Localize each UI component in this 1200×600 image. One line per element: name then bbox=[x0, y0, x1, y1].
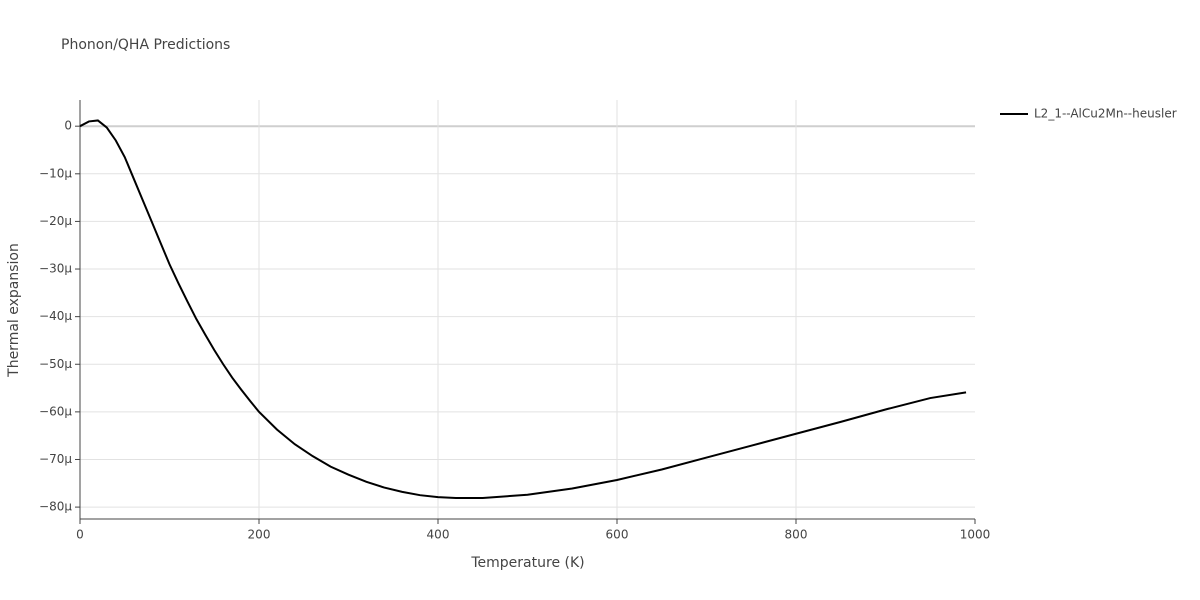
data-line bbox=[79, 119, 967, 500]
y-tick-label: −20μ bbox=[39, 214, 72, 228]
x-axis-title: Temperature (K) bbox=[470, 555, 584, 571]
y-tick-label: −70μ bbox=[39, 452, 72, 466]
x-tick-label: 200 bbox=[248, 528, 271, 542]
y-tick-label: −30μ bbox=[39, 262, 72, 276]
y-axis-title: Thermal expansion bbox=[6, 243, 22, 378]
x-tick-label: 0 bbox=[76, 528, 84, 542]
x-tick-label: 600 bbox=[606, 528, 629, 542]
legend-label: L2_1--AlCu2Mn--heusler bbox=[1034, 107, 1177, 121]
y-tick-label: −10μ bbox=[39, 166, 72, 180]
x-tick-label: 1000 bbox=[960, 528, 991, 542]
y-tick-label: −60μ bbox=[39, 404, 72, 418]
y-tick-label: −80μ bbox=[39, 500, 72, 514]
y-tick-label: −50μ bbox=[39, 357, 72, 371]
y-tick-label: −40μ bbox=[39, 309, 72, 323]
y-tick-label: 0 bbox=[64, 119, 72, 133]
chart-title: Phonon/QHA Predictions bbox=[61, 37, 230, 53]
x-tick-label: 400 bbox=[427, 528, 450, 542]
x-tick-label: 800 bbox=[785, 528, 808, 542]
